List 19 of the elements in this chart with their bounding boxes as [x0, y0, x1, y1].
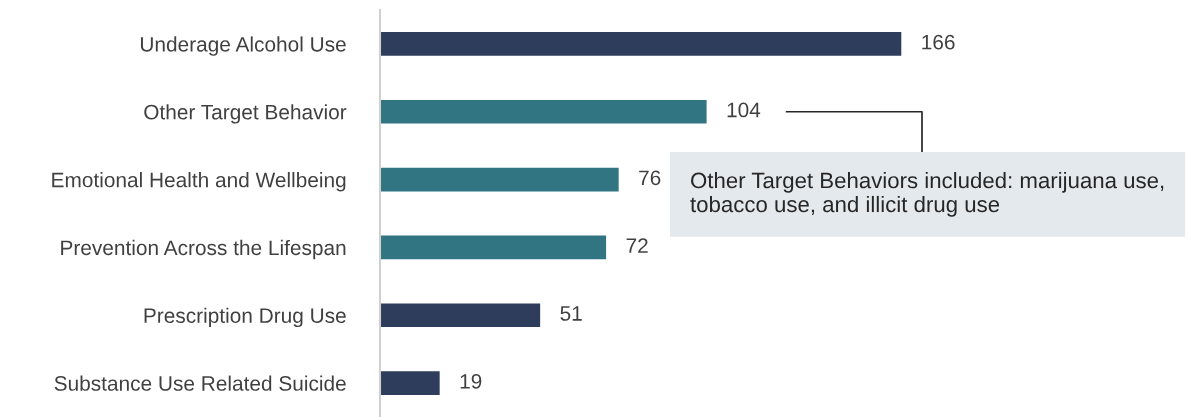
data-label: 19: [460, 373, 482, 389]
bar: [380, 235, 607, 260]
data-label: 104: [727, 102, 761, 118]
data-label: 76: [639, 170, 661, 186]
bar: [380, 32, 902, 56]
y-tick-label: Substance Use Related Suicide: [54, 375, 346, 391]
y-tick-label: Prevention Across the Lifespan: [61, 239, 346, 260]
y-tick-label: Other Target Behavior: [144, 104, 347, 124]
bar: [380, 167, 619, 192]
data-label: 166: [922, 34, 955, 50]
y-tick-label: Emotional Health and Wellbeing: [52, 172, 346, 192]
bar: [380, 371, 440, 395]
y-tick-label: Underage Alcohol Use: [140, 36, 346, 56]
data-label: 72: [626, 238, 648, 253]
data-label: 51: [560, 306, 582, 321]
annotation: Other Target Behaviors included: marijuana use, tobacco use, and illicit drug use: [690, 172, 1164, 217]
bar: [380, 303, 541, 328]
bar: [380, 99, 707, 124]
y-tick-label: Prescription Drug Use: [144, 307, 346, 328]
